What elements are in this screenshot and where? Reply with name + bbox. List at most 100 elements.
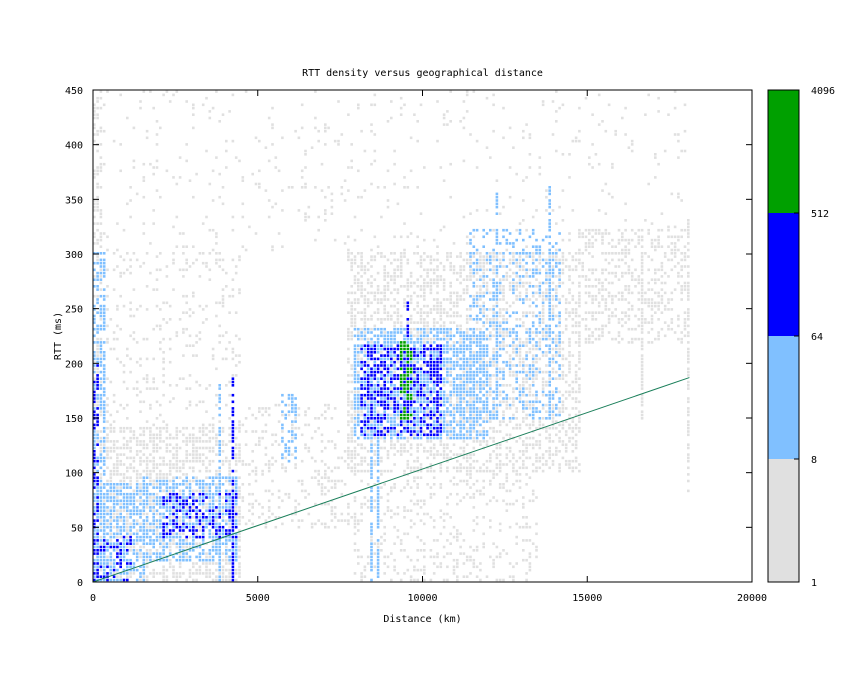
heatmap-cell [178,496,182,499]
heatmap-cell [528,387,532,390]
heatmap-cell [102,509,106,512]
heatmap-cell [340,456,344,460]
heatmap-cell [195,522,198,526]
heatmap-cell [162,565,165,569]
heatmap-cell [396,341,400,344]
heatmap-cell [393,377,396,380]
heatmap-cell [436,410,439,413]
heatmap-cell [370,393,373,397]
heatmap-cell [406,430,410,433]
heatmap-cell [162,367,165,371]
heatmap-cell [218,499,221,503]
heatmap-cell [419,337,423,341]
heatmap-cell [390,400,393,404]
heatmap-cell [647,321,650,324]
heatmap-cell [363,417,367,420]
heatmap-cell [548,380,551,384]
heatmap-cell [185,476,188,479]
heatmap-cell [205,492,208,496]
heatmap-cell [687,479,690,483]
heatmap-cell [129,572,132,575]
heatmap-cell [198,479,202,483]
heatmap-cell [152,327,155,331]
heatmap-cell [495,499,499,503]
heatmap-cell [165,509,169,512]
heatmap-cell [485,466,489,470]
heatmap-cell [218,532,221,536]
heatmap-cell [538,347,542,351]
heatmap-cell [370,374,373,377]
heatmap-cell [429,407,433,410]
heatmap-cell [380,344,383,347]
heatmap-cell [99,496,103,499]
heatmap-cell [139,443,142,446]
heatmap-cell [155,483,159,486]
heatmap-cell [578,377,581,380]
heatmap-cell [571,354,575,357]
heatmap-cell [135,440,139,443]
heatmap-cell [376,446,380,450]
heatmap-cell [456,331,459,334]
heatmap-cell [588,334,591,338]
heatmap-cell [330,486,334,489]
heatmap-cell [545,384,548,387]
heatmap-cell [449,357,452,361]
heatmap-cell [551,377,555,380]
heatmap-cell [489,364,492,367]
heatmap-cell [465,479,469,483]
heatmap-cell [525,370,528,374]
heatmap-cell [99,347,103,351]
heatmap-cell [353,542,357,545]
heatmap-cell [492,321,495,324]
heatmap-cell [459,334,462,338]
heatmap-cell [360,575,363,578]
heatmap-cell [502,400,505,404]
heatmap-cell [244,417,248,420]
heatmap-cell [238,476,241,479]
heatmap-cell [168,486,172,489]
heatmap-cell [185,509,188,512]
heatmap-cell [122,499,126,503]
heatmap-cell [409,397,413,400]
heatmap-cell [571,311,575,314]
heatmap-cell [106,433,109,437]
heatmap-cell [96,407,99,410]
heatmap-cell [462,377,466,380]
heatmap-cell [462,367,466,371]
heatmap-cell [353,380,357,384]
heatmap-cell [423,417,426,420]
heatmap-cell [135,512,139,516]
heatmap-cell [465,367,469,371]
heatmap-cell [505,489,509,493]
heatmap-cell [350,430,353,433]
heatmap-cell [687,446,690,450]
heatmap-cell [159,499,162,503]
heatmap-cell [205,483,208,486]
heatmap-cell [353,314,357,318]
heatmap-cell [423,413,426,417]
heatmap-cell [363,334,367,338]
heatmap-cell [93,440,96,443]
heatmap-cell [465,469,469,473]
heatmap-cell [531,492,535,496]
heatmap-cell [162,499,165,503]
heatmap-cell [294,499,297,503]
heatmap-cell [281,456,284,460]
heatmap-cell [225,532,228,536]
heatmap-cell [531,357,535,361]
heatmap-cell [152,483,155,486]
heatmap-cell [201,483,205,486]
heatmap-cell [178,529,182,532]
heatmap-cell [522,360,525,364]
heatmap-cell [403,413,406,417]
heatmap-cell [426,324,429,328]
heatmap-cell [96,397,99,400]
heatmap-cell [195,334,198,338]
heatmap-cell [221,334,225,338]
heatmap-cell [201,489,205,493]
heatmap-cell [264,519,268,522]
heatmap-cell [522,341,525,344]
heatmap-cell [109,499,113,503]
heatmap-cell [126,572,129,575]
heatmap-cell [399,367,403,371]
